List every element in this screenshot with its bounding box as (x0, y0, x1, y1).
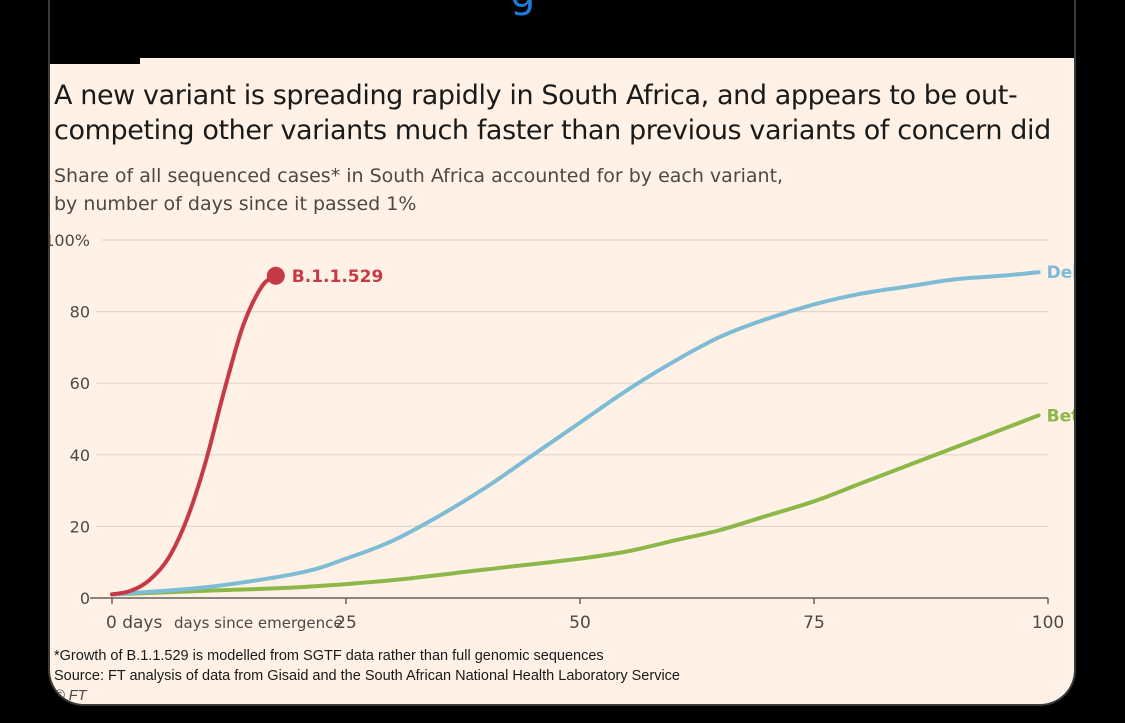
x-tick-label-0: 0 days (106, 613, 162, 633)
chart-title: A new variant is spreading rapidly in So… (54, 80, 1051, 146)
series-label-beta: Beta (1047, 406, 1076, 426)
series-end-marker-b-1-1-529 (266, 266, 285, 285)
y-tick-label-0: 0 (80, 589, 90, 608)
x-tick-label-100: 100 (1032, 613, 1064, 633)
line-chart: 0 20 40 60 80 100% 0 days days since emergence2… (50, 231, 1076, 633)
chart-subtitle-line-1: Share of all sequenced cases* in South A… (54, 165, 784, 187)
footnote-credit: © FT (54, 688, 87, 704)
y-tick-label-20: 20 (70, 517, 90, 536)
series-line-delta (110, 270, 1041, 597)
y-tick-label-100: 100% (50, 231, 90, 250)
x-tick-label-50: 50 (569, 613, 591, 633)
accent-bar (50, 58, 140, 64)
top-band: g (48, 0, 1076, 58)
y-tick-label-60: 60 (70, 374, 90, 393)
series-line-beta (110, 413, 1041, 597)
x-tick-label-25: 25 (335, 613, 357, 633)
x-axis-label: days since emergence (174, 614, 343, 632)
chart-subtitle-line-2: by number of days since it passed 1% (54, 193, 417, 215)
chart-card: A new variant is spreading rapidly in So… (48, 58, 1076, 706)
series-label-delta: Delta (1047, 263, 1076, 283)
cropped-heading-fragment: g (510, 0, 535, 14)
y-tick-label-40: 40 (70, 446, 90, 465)
series-line-b-1-1-529 (110, 273, 278, 597)
footnote-source: Source: FT analysis of data from Gisaid … (54, 668, 680, 684)
footnote-modelling: *Growth of B.1.1.529 is modelled from SG… (54, 648, 604, 664)
series-label-b-1-1-529: B.1.1.529 (292, 267, 383, 287)
x-tick-label-75: 75 (803, 613, 825, 633)
chart-subtitle: Share of all sequenced cases* in South A… (54, 162, 954, 218)
y-tick-label-80: 80 (70, 303, 90, 322)
